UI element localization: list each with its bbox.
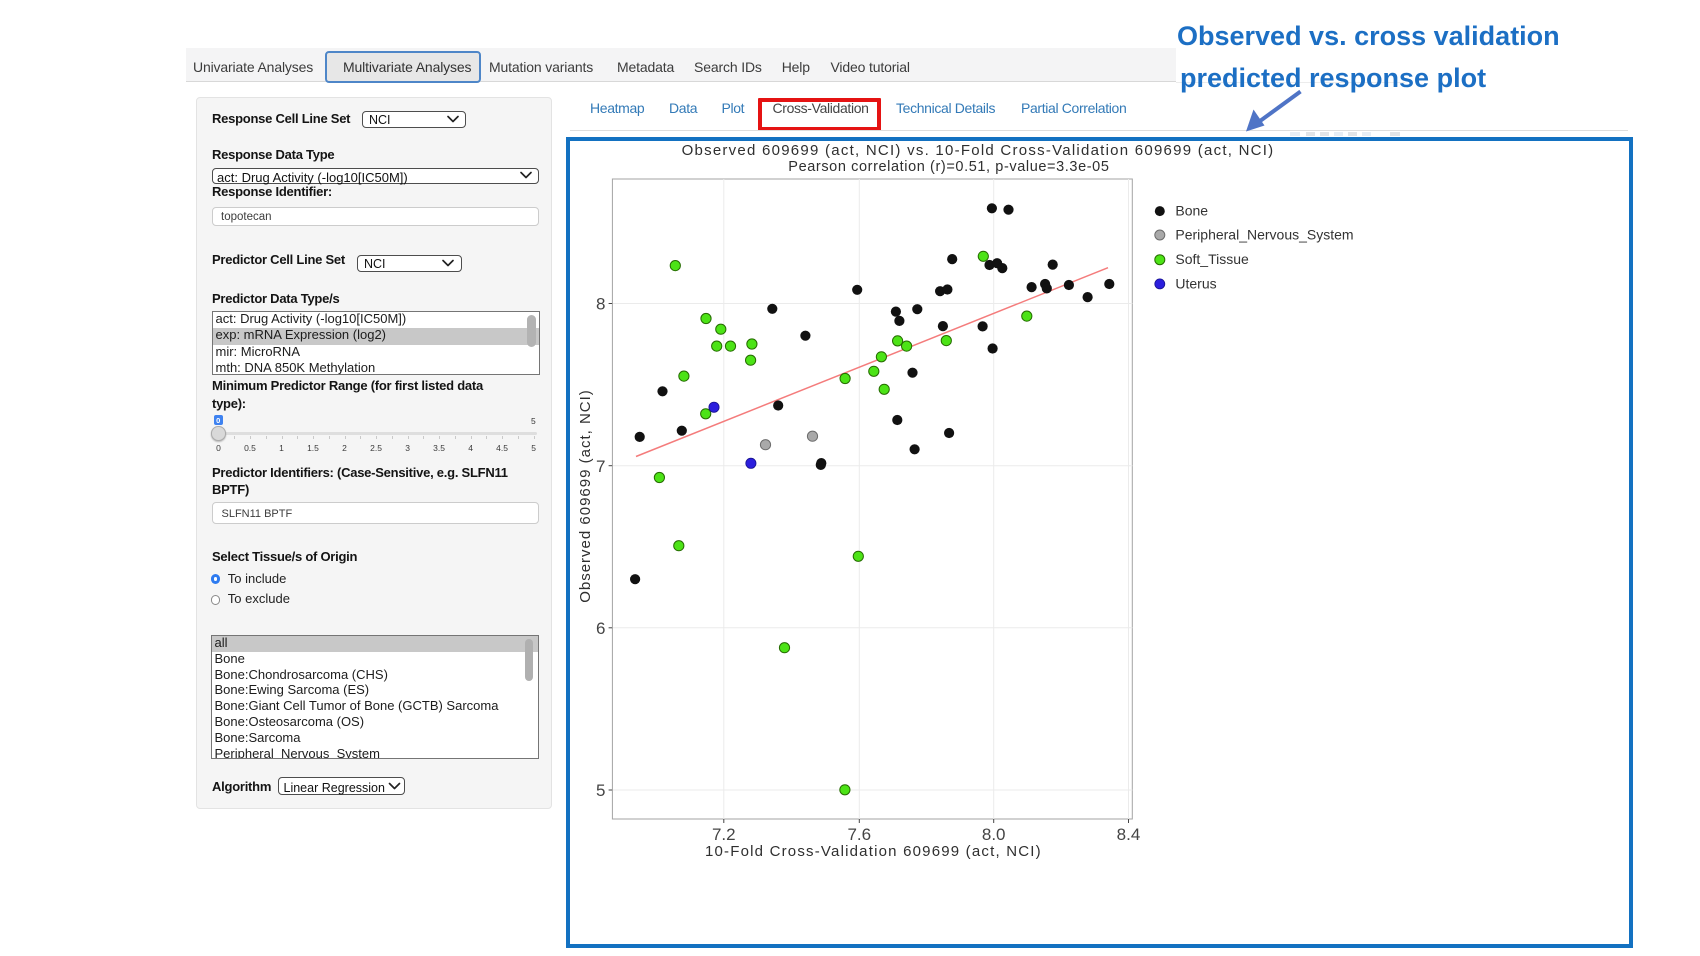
svg-text:Soft_Tissue: Soft_Tissue bbox=[1175, 251, 1249, 267]
svg-text:Peripheral_Nervous_System: Peripheral_Nervous_System bbox=[1175, 227, 1353, 243]
svg-text:Observed 609699 (act, NCI): Observed 609699 (act, NCI) bbox=[577, 389, 594, 603]
svg-text:Pearson correlation (r)=0.51,: Pearson correlation (r)=0.51, p-value=3.… bbox=[788, 159, 1109, 175]
svg-text:8.4: 8.4 bbox=[1117, 825, 1141, 844]
svg-text:8: 8 bbox=[596, 295, 605, 314]
svg-text:6: 6 bbox=[596, 619, 605, 638]
svg-text:7.2: 7.2 bbox=[712, 825, 736, 844]
svg-text:7.6: 7.6 bbox=[847, 825, 871, 844]
svg-text:8.0: 8.0 bbox=[982, 825, 1006, 844]
svg-text:10-Fold Cross-Validation 60969: 10-Fold Cross-Validation 609699 (act, NC… bbox=[705, 843, 1042, 860]
svg-text:7: 7 bbox=[596, 457, 605, 476]
svg-text:Bone: Bone bbox=[1175, 203, 1208, 219]
svg-text:Uterus: Uterus bbox=[1175, 275, 1216, 291]
svg-text:5: 5 bbox=[596, 781, 605, 800]
svg-text:Observed 609699 (act, NCI) vs.: Observed 609699 (act, NCI) vs. 10-Fold C… bbox=[682, 142, 1275, 159]
